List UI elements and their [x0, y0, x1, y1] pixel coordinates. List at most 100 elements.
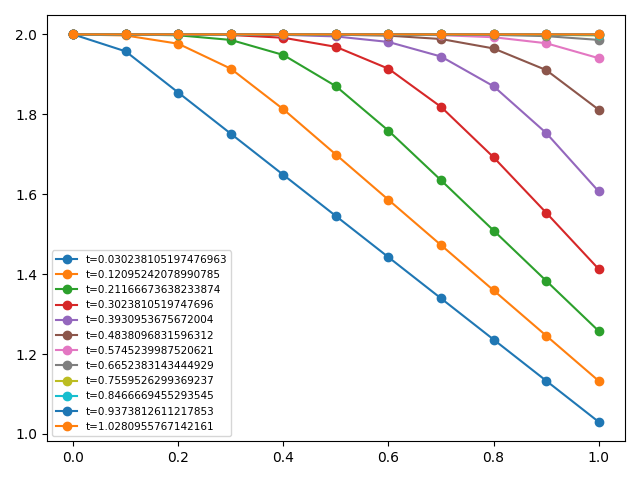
- t=0.8466669455293545: [280, 32, 287, 37]
- t=0.8466669455293545: [227, 32, 235, 37]
- Legend: t=0.030238105197476963, t=0.12095242078990785, t=0.21166673638233874, t=0.302381: t=0.030238105197476963, t=0.120952420789…: [52, 251, 231, 436]
- t=0.3023810519747696: [69, 32, 77, 37]
- t=0.030238105197476963: [227, 131, 235, 137]
- t=0.21166673638233874: [175, 33, 182, 38]
- t=0.9373812611217853: [542, 32, 550, 37]
- t=0.5745239987520621: [490, 35, 497, 40]
- t=0.9373812611217853: [490, 32, 497, 37]
- t=0.21166673638233874: [280, 52, 287, 58]
- t=0.4838096831596312: [595, 107, 603, 113]
- t=1.0280955767142161: [332, 32, 340, 37]
- t=0.21166673638233874: [385, 128, 392, 133]
- t=0.6652383143444929: [595, 37, 603, 43]
- t=0.7559526299369237: [69, 32, 77, 37]
- t=0.5745239987520621: [280, 32, 287, 37]
- Line: t=0.5745239987520621: t=0.5745239987520621: [69, 30, 603, 62]
- t=0.6652383143444929: [385, 32, 392, 37]
- t=0.12095242078990785: [595, 378, 603, 384]
- t=0.030238105197476963: [280, 172, 287, 178]
- t=0.12095242078990785: [227, 66, 235, 72]
- t=0.4838096831596312: [175, 32, 182, 37]
- t=0.4838096831596312: [437, 36, 445, 42]
- t=0.9373812611217853: [122, 32, 129, 37]
- Line: t=1.0280955767142161: t=1.0280955767142161: [69, 30, 603, 38]
- t=0.3023810519747696: [595, 266, 603, 272]
- Line: t=0.030238105197476963: t=0.030238105197476963: [69, 30, 603, 426]
- t=0.4838096831596312: [490, 46, 497, 51]
- t=0.5745239987520621: [437, 32, 445, 38]
- t=0.4838096831596312: [69, 32, 77, 37]
- Line: t=0.21166673638233874: t=0.21166673638233874: [69, 30, 603, 335]
- t=0.3930953675672004: [542, 130, 550, 136]
- t=0.3930953675672004: [227, 32, 235, 37]
- t=0.030238105197476963: [490, 336, 497, 342]
- t=0.3930953675672004: [122, 32, 129, 37]
- t=0.5745239987520621: [332, 32, 340, 37]
- t=1.0280955767142161: [227, 32, 235, 37]
- t=0.030238105197476963: [175, 90, 182, 96]
- t=0.6652383143444929: [69, 32, 77, 37]
- t=0.3930953675672004: [69, 32, 77, 37]
- t=0.6652383143444929: [280, 32, 287, 37]
- t=0.7559526299369237: [490, 32, 497, 37]
- t=1.0280955767142161: [437, 32, 445, 37]
- t=0.9373812611217853: [280, 32, 287, 37]
- t=0.3930953675672004: [175, 32, 182, 37]
- t=0.21166673638233874: [595, 328, 603, 334]
- t=0.3023810519747696: [227, 32, 235, 38]
- t=0.030238105197476963: [595, 419, 603, 425]
- t=0.12095242078990785: [280, 107, 287, 112]
- t=0.6652383143444929: [490, 32, 497, 38]
- t=0.4838096831596312: [332, 32, 340, 37]
- t=0.7559526299369237: [122, 32, 129, 37]
- t=0.8466669455293545: [175, 32, 182, 37]
- t=0.4838096831596312: [122, 32, 129, 37]
- t=0.7559526299369237: [332, 32, 340, 37]
- Line: t=0.3930953675672004: t=0.3930953675672004: [69, 30, 603, 195]
- t=0.21166673638233874: [542, 278, 550, 284]
- t=0.6652383143444929: [437, 32, 445, 37]
- t=0.7559526299369237: [437, 32, 445, 37]
- t=0.030238105197476963: [385, 254, 392, 260]
- t=0.030238105197476963: [332, 213, 340, 219]
- t=0.3930953675672004: [280, 32, 287, 37]
- t=0.3023810519747696: [437, 104, 445, 110]
- t=0.8466669455293545: [490, 32, 497, 37]
- t=0.9373812611217853: [385, 32, 392, 37]
- t=0.5745239987520621: [595, 55, 603, 61]
- t=0.6652383143444929: [175, 32, 182, 37]
- t=0.3930953675672004: [490, 84, 497, 89]
- t=0.6652383143444929: [227, 32, 235, 37]
- Line: t=0.3023810519747696: t=0.3023810519747696: [69, 30, 603, 273]
- t=0.12095242078990785: [385, 197, 392, 203]
- t=1.0280955767142161: [595, 32, 603, 37]
- t=1.0280955767142161: [69, 32, 77, 37]
- t=0.9373812611217853: [437, 32, 445, 37]
- t=0.4838096831596312: [227, 32, 235, 37]
- t=0.7559526299369237: [385, 32, 392, 37]
- t=0.8466669455293545: [595, 32, 603, 37]
- t=0.7559526299369237: [227, 32, 235, 37]
- t=0.3023810519747696: [385, 66, 392, 72]
- t=1.0280955767142161: [385, 32, 392, 37]
- Line: t=0.6652383143444929: t=0.6652383143444929: [69, 30, 603, 44]
- t=0.8466669455293545: [385, 32, 392, 37]
- Line: t=0.7559526299369237: t=0.7559526299369237: [69, 30, 603, 40]
- t=1.0280955767142161: [280, 32, 287, 37]
- Line: t=0.9373812611217853: t=0.9373812611217853: [69, 30, 603, 38]
- t=0.21166673638233874: [122, 32, 129, 37]
- t=0.5745239987520621: [175, 32, 182, 37]
- t=0.8466669455293545: [542, 32, 550, 37]
- t=0.3023810519747696: [175, 32, 182, 37]
- t=0.4838096831596312: [542, 67, 550, 73]
- t=0.12095242078990785: [175, 41, 182, 47]
- t=0.7559526299369237: [280, 32, 287, 37]
- t=0.6652383143444929: [122, 32, 129, 37]
- t=0.9373812611217853: [69, 32, 77, 37]
- t=0.12095242078990785: [437, 242, 445, 248]
- t=0.3023810519747696: [542, 210, 550, 216]
- t=1.0280955767142161: [175, 32, 182, 37]
- t=0.5745239987520621: [385, 32, 392, 37]
- t=0.5745239987520621: [69, 32, 77, 37]
- t=0.6652383143444929: [542, 33, 550, 39]
